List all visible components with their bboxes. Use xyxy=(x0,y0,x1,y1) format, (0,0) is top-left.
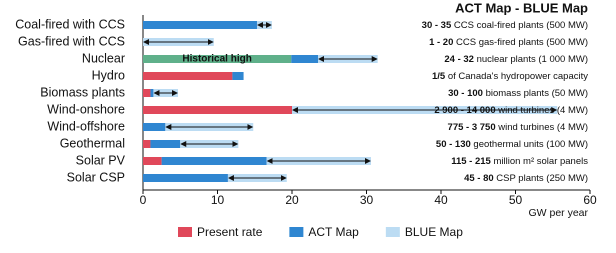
right-label-text: biomass plants (50 MW) xyxy=(486,88,588,99)
legend-swatch xyxy=(289,227,304,237)
bar xyxy=(143,157,162,165)
right-label-text: of Canada's hydropower capacity xyxy=(448,71,588,82)
right-label-text: wind turbines (4 MW) xyxy=(497,105,588,116)
chart-title: ACT Map - BLUE Map xyxy=(455,0,588,15)
right-label-range: 45 - 80 xyxy=(464,173,494,184)
right-label-range: 24 - 32 xyxy=(444,54,474,65)
legend-label: ACT Map xyxy=(308,225,359,239)
bar xyxy=(161,157,267,165)
category-label: Hydro xyxy=(92,68,125,82)
x-tick-label: 0 xyxy=(140,193,147,207)
x-tick-label: 30 xyxy=(360,193,374,207)
bar xyxy=(143,106,292,114)
right-label-range: 775 - 3 750 xyxy=(448,122,496,133)
x-axis-label: GW per year xyxy=(528,207,588,219)
right-label-text: CCS gas-fired plants (500 MW) xyxy=(456,37,588,48)
right-label-range: 30 - 35 xyxy=(422,20,452,31)
category-label: Nuclear xyxy=(82,51,125,65)
x-tick-label: 40 xyxy=(434,193,448,207)
right-label-range: 1 - 20 xyxy=(429,37,453,48)
right-label: 2 900 - 14 000 wind turbines (4 MW) xyxy=(434,105,588,116)
bar xyxy=(143,140,151,148)
bar xyxy=(143,174,228,182)
right-label-text: wind turbines (4 MW) xyxy=(497,122,588,133)
right-label: 1 - 20 CCS gas-fired plants (500 MW) xyxy=(429,37,588,48)
bar xyxy=(150,89,154,97)
legend-swatch xyxy=(385,227,400,237)
x-tick-label: 20 xyxy=(285,193,299,207)
right-label-range: 1/5 xyxy=(432,71,446,82)
right-label-range: 2 900 - 14 000 xyxy=(434,105,495,116)
right-label-text: million m² solar panels xyxy=(493,156,588,167)
legend-label: Present rate xyxy=(197,225,263,239)
right-label: 24 - 32 nuclear plants (1 000 MW) xyxy=(444,54,588,65)
x-tick-label: 50 xyxy=(509,193,523,207)
category-label: Wind-offshore xyxy=(47,119,125,133)
x-tick-label: 60 xyxy=(583,193,597,207)
category-label: Coal-fired with CCS xyxy=(15,17,125,31)
category-label: Wind-onshore xyxy=(47,102,125,116)
right-label-range: 30 - 100 xyxy=(448,88,483,99)
right-label: 30 - 100 biomass plants (50 MW) xyxy=(448,88,588,99)
category-label: Biomass plants xyxy=(40,85,125,99)
right-label: 1/5 of Canada's hydropower capacity xyxy=(432,71,588,82)
bar xyxy=(143,72,233,80)
x-tick-label: 10 xyxy=(211,193,225,207)
bar xyxy=(232,72,244,80)
right-label-text: nuclear plants (1 000 MW) xyxy=(477,54,588,65)
right-label: 115 - 215 million m² solar panels xyxy=(451,156,588,167)
bar xyxy=(143,21,257,29)
category-label: Geothermal xyxy=(60,136,125,150)
right-label-text: CSP plants (250 MW) xyxy=(496,173,588,184)
category-label: Gas-fired with CCS xyxy=(18,34,125,48)
right-label: 50 - 130 geothermal units (100 MW) xyxy=(436,139,588,150)
right-label: 30 - 35 CCS coal-fired plants (500 MW) xyxy=(422,20,588,31)
historical-bar xyxy=(143,55,292,63)
right-label-text: CCS coal-fired plants (500 MW) xyxy=(454,20,588,31)
right-label: 45 - 80 CSP plants (250 MW) xyxy=(464,173,588,184)
bar xyxy=(150,140,181,148)
right-label-range: 115 - 215 xyxy=(451,156,491,167)
category-label: Solar CSP xyxy=(67,170,125,184)
category-label: Solar PV xyxy=(76,153,126,167)
legend-swatch xyxy=(178,227,192,237)
bar xyxy=(143,123,166,131)
right-label-range: 50 - 130 xyxy=(436,139,471,150)
bar xyxy=(143,89,151,97)
right-label: 775 - 3 750 wind turbines (4 MW) xyxy=(448,122,588,133)
bar xyxy=(291,55,319,63)
legend-label: BLUE Map xyxy=(405,225,463,239)
right-label-text: geothermal units (100 MW) xyxy=(473,139,588,150)
annotation: Historical high xyxy=(182,54,251,65)
